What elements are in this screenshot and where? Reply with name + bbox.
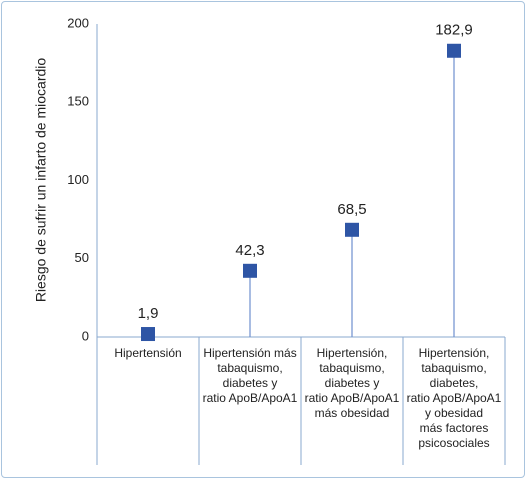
- y-tick-label: 150: [67, 94, 89, 109]
- marker: [141, 327, 155, 342]
- y-tick-label: 100: [67, 172, 89, 187]
- marker: [447, 43, 461, 58]
- value-label: 68,5: [337, 201, 366, 218]
- x-tick-label: Hipertensión, tabaquismo, diabetes, rati…: [406, 346, 502, 450]
- x-tick-label: Hipertensión más tabaquismo, diabetes y …: [202, 346, 298, 405]
- y-tick-label: 200: [67, 15, 89, 30]
- x-tick-label: Hipertensión: [114, 346, 182, 360]
- value-label: 182,9: [435, 22, 473, 39]
- y-tick-label: 50: [75, 250, 89, 265]
- x-tick-label: Hipertensión, tabaquismo, diabetes y rat…: [304, 346, 400, 420]
- value-label: 1,9: [138, 305, 159, 322]
- y-tick-label: 0: [82, 328, 89, 343]
- marker: [345, 222, 359, 237]
- value-label: 42,3: [235, 242, 264, 259]
- marker: [243, 263, 257, 278]
- y-axis-title: Riesgo de sufrir un infarto de miocardio: [33, 58, 49, 303]
